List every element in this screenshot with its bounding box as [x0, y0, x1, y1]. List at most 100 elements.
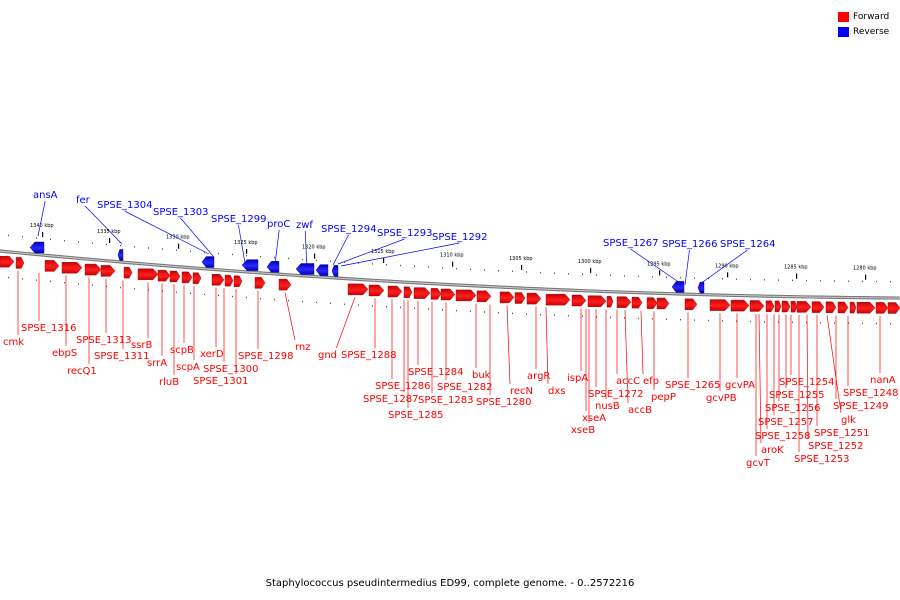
forward-gene-label: SPSE_1249	[833, 401, 889, 412]
reverse-gene[interactable]	[241, 259, 259, 271]
tick-labels: 1340 kbp 1335 kbp 1330 kbp 1325 kbp 1320 kbp…	[30, 223, 877, 280]
reverse-leader-line	[332, 234, 349, 266]
forward-gene[interactable]	[44, 260, 60, 272]
forward-gene-label: ssrB	[131, 340, 153, 351]
forward-gene[interactable]	[709, 299, 731, 311]
reverse-leader-line	[124, 210, 210, 255]
tick-label: 1285 kbp	[784, 265, 808, 271]
forward-gene-label: SPSE_1248	[843, 388, 899, 399]
forward-gene-label: pepP	[651, 392, 676, 403]
forward-gene[interactable]	[15, 257, 25, 269]
forward-gene[interactable]	[123, 266, 133, 279]
forward-gene[interactable]	[233, 275, 243, 287]
forward-gene[interactable]	[499, 291, 515, 304]
forward-gene-label: xerD	[200, 349, 224, 360]
reverse-gene[interactable]	[117, 249, 124, 261]
forward-gene[interactable]	[368, 284, 385, 297]
forward-gene[interactable]	[849, 301, 857, 314]
forward-gene[interactable]	[157, 269, 171, 282]
forward-gene-label: gcvPB	[706, 393, 737, 404]
forward-gene[interactable]	[181, 271, 193, 284]
forward-gene-label: xseB	[571, 425, 595, 436]
forward-gene[interactable]	[781, 300, 791, 313]
forward-gene-label: ispA	[567, 373, 588, 384]
forward-gene[interactable]	[211, 274, 225, 286]
forward-gene[interactable]	[430, 288, 442, 300]
reverse-gene-label: SPSE_1304	[97, 200, 153, 211]
forward-gene[interactable]	[837, 301, 849, 314]
forward-gene-label: SPSE_1283	[418, 395, 474, 406]
forward-gene[interactable]	[631, 296, 643, 309]
forward-gene[interactable]	[606, 295, 614, 308]
forward-gene-label: SPSE_1258	[755, 431, 811, 442]
forward-gene[interactable]	[224, 274, 234, 287]
forward-gene[interactable]	[774, 300, 782, 313]
reverse-gene[interactable]	[671, 281, 685, 293]
reverse-gene[interactable]	[29, 241, 45, 254]
forward-gene[interactable]	[825, 301, 837, 313]
forward-gene-label: gcvPA	[725, 380, 755, 391]
tick-label: 1315 kbp	[371, 249, 395, 255]
forward-gene[interactable]	[545, 293, 571, 306]
forward-gene[interactable]	[403, 286, 413, 299]
reverse-gene[interactable]	[697, 281, 705, 294]
reverse-leader-line	[699, 249, 748, 285]
forward-gene-label: SPSE_1252	[808, 441, 864, 452]
tick-mark	[246, 248, 248, 254]
forward-gene[interactable]	[587, 295, 607, 307]
tick-label: 1295 kbp	[647, 261, 671, 267]
forward-gene[interactable]	[440, 288, 456, 301]
forward-gene[interactable]	[84, 263, 102, 276]
forward-gene[interactable]	[749, 300, 765, 312]
forward-gene[interactable]	[514, 292, 526, 304]
forward-gene[interactable]	[856, 302, 876, 314]
forward-gene[interactable]	[646, 297, 658, 309]
reverse-leader-line	[340, 242, 460, 267]
forward-gene[interactable]	[875, 302, 889, 314]
reverse-leader-line	[337, 238, 405, 265]
forward-gene-label: ebpS	[52, 348, 77, 359]
forward-gene-label: gnd	[318, 350, 337, 361]
reverse-leader-line	[630, 248, 681, 284]
forward-gene[interactable]	[347, 283, 369, 296]
forward-gene[interactable]	[887, 302, 900, 314]
forward-gene-label: SPSE_1313	[76, 335, 132, 346]
forward-gene[interactable]	[278, 278, 292, 291]
forward-gene[interactable]	[476, 290, 492, 303]
legend-forward: Forward	[838, 9, 889, 24]
forward-gene[interactable]	[571, 294, 587, 307]
forward-gene[interactable]	[684, 298, 698, 310]
forward-gene[interactable]	[616, 296, 632, 308]
reverse-gene[interactable]	[315, 264, 329, 276]
forward-gene[interactable]	[455, 289, 477, 302]
reverse-gene[interactable]	[266, 261, 280, 273]
tick-mark	[178, 243, 180, 249]
forward-gene[interactable]	[790, 300, 798, 313]
reverse-gene-label: SPSE_1267	[603, 238, 659, 249]
tick-label: 1280 kbp	[853, 266, 877, 272]
forward-gene[interactable]	[254, 277, 266, 289]
forward-gene[interactable]	[387, 285, 403, 298]
forward-gene[interactable]	[192, 272, 202, 284]
forward-gene-label: SPSE_1255	[769, 390, 825, 401]
forward-gene[interactable]	[169, 270, 181, 283]
forward-gene-label: SPSE_1301	[193, 376, 249, 387]
forward-leader-line	[506, 305, 511, 385]
reverse-gene[interactable]	[201, 256, 215, 268]
forward-leader-line	[335, 297, 356, 349]
forward-gene[interactable]	[137, 268, 159, 280]
forward-gene[interactable]	[656, 297, 670, 310]
forward-gene[interactable]	[811, 301, 825, 313]
forward-gene[interactable]	[0, 255, 15, 268]
forward-gene[interactable]	[100, 265, 116, 277]
forward-gene[interactable]	[526, 292, 542, 305]
reverse-gene[interactable]	[331, 265, 339, 277]
reverse-gene-label: SPSE_1303	[153, 207, 209, 218]
reverse-gene[interactable]	[295, 263, 315, 275]
forward-gene[interactable]	[730, 299, 750, 312]
forward-gene[interactable]	[61, 262, 83, 274]
forward-gene[interactable]	[765, 300, 775, 312]
forward-gene[interactable]	[413, 287, 431, 299]
tick-label: 1340 kbp	[30, 223, 54, 229]
forward-gene[interactable]	[796, 301, 812, 313]
